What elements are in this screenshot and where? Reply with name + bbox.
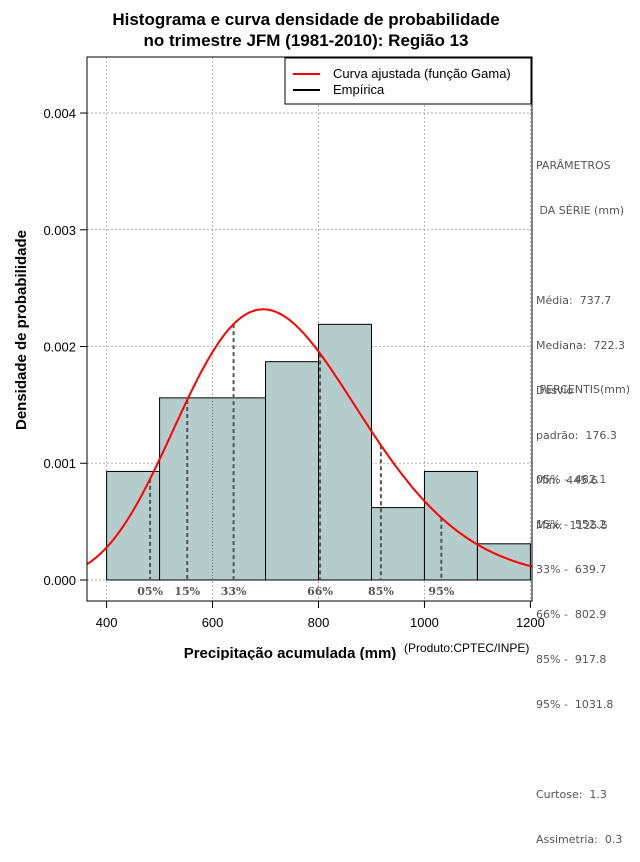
legend: Curva ajustada (função Gama) Empírica [284,57,532,105]
histogram-bar [265,361,320,581]
gamma-fit-curve [86,308,533,568]
histogram-bar [318,323,372,581]
legend-box [284,57,532,105]
y-tick-label: 0.002 [43,340,76,355]
percentile-label: 95% [428,585,454,598]
percentis-spacer [536,427,630,442]
stats-header-2: DA SÉRIE (mm) [536,204,625,217]
stats-min: Mín: 445.6 [536,474,598,487]
percentile-line-95: 95% - 1031.8 [536,698,614,711]
percentile-line-33: 33% - 639.7 [536,563,607,576]
x-tick-label: 400 [96,615,118,630]
percentile-label: 66% [307,585,333,598]
stats-median: Mediana: 722.3 [536,339,625,352]
percentile-label: 85% [368,585,394,598]
histogram-bars [106,323,531,581]
kurtosis: Curtose: 1.3 [536,788,607,801]
x-tick-label: 1200 [516,615,545,630]
x-tick-label: 800 [308,615,330,630]
percentile-label: 05% [137,585,163,598]
stats-sd-label: Desvio [536,384,574,397]
stats-header-1: PARÂMETROS [536,159,611,172]
y-axis-label: Densidade de probabilidade [13,230,30,430]
percentis-spacer-2 [536,742,630,757]
percentile-line-15: 15% - 552.2 [536,518,607,531]
percentile-markers: 05% 15% 33% 66% 85% 95% [137,324,455,598]
histogram-bar [106,470,161,581]
legend-label-empirical: Empírica [333,82,385,97]
credit-label: (Produto:CPTEC/INPE) [404,641,529,655]
y-tick-label: 0.000 [43,573,76,588]
chart-title-line-1: Histograma e curva densidade de probabil… [112,10,499,29]
percentiles-panel: PERCENTIS(mm) 05% - 482.1 15% - 552.2 33… [536,352,630,862]
skewness: Assimetria: 0.3 [536,833,623,846]
percentile-label: 15% [174,585,200,598]
stats-max: Máx: 1125.5 [536,519,608,532]
legend-label-fit: Curva ajustada (função Gama) [333,66,511,81]
stats-spacer [536,248,625,263]
stats-mean: Média: 737.7 [536,294,612,307]
x-axis-label: Precipitação acumulada (mm) [184,645,397,660]
percentile-label: 33% [221,585,247,598]
plot-frame [86,56,533,602]
axes: 400 600 800 1000 1200 0.000 0.001 0.002 0.003 0.0… [43,106,544,630]
y-tick-label: 0.003 [43,223,76,238]
stats-sd: padrão: 176.3 [536,429,617,442]
y-tick-label: 0.004 [43,106,76,121]
x-tick-label: 600 [202,615,224,630]
chart-title-line-2: no trimestre JFM (1981-2010): Região 13 [143,31,468,50]
x-tick-label: 1000 [410,615,439,630]
histogram-bar [370,507,425,581]
y-tick-label: 0.001 [43,456,76,471]
percentile-line-05: 05% - 482.1 [536,473,607,486]
histogram-chart: Histograma e curva densidade de probabil… [13,10,545,660]
percentis-header: PERCENTIS(mm) [536,383,630,396]
series-parameters-panel: PARÂMETROS DA SÉRIE (mm) Média: 737.7 Me… [536,128,625,548]
percentile-line-66: 66% - 802.9 [536,608,607,621]
